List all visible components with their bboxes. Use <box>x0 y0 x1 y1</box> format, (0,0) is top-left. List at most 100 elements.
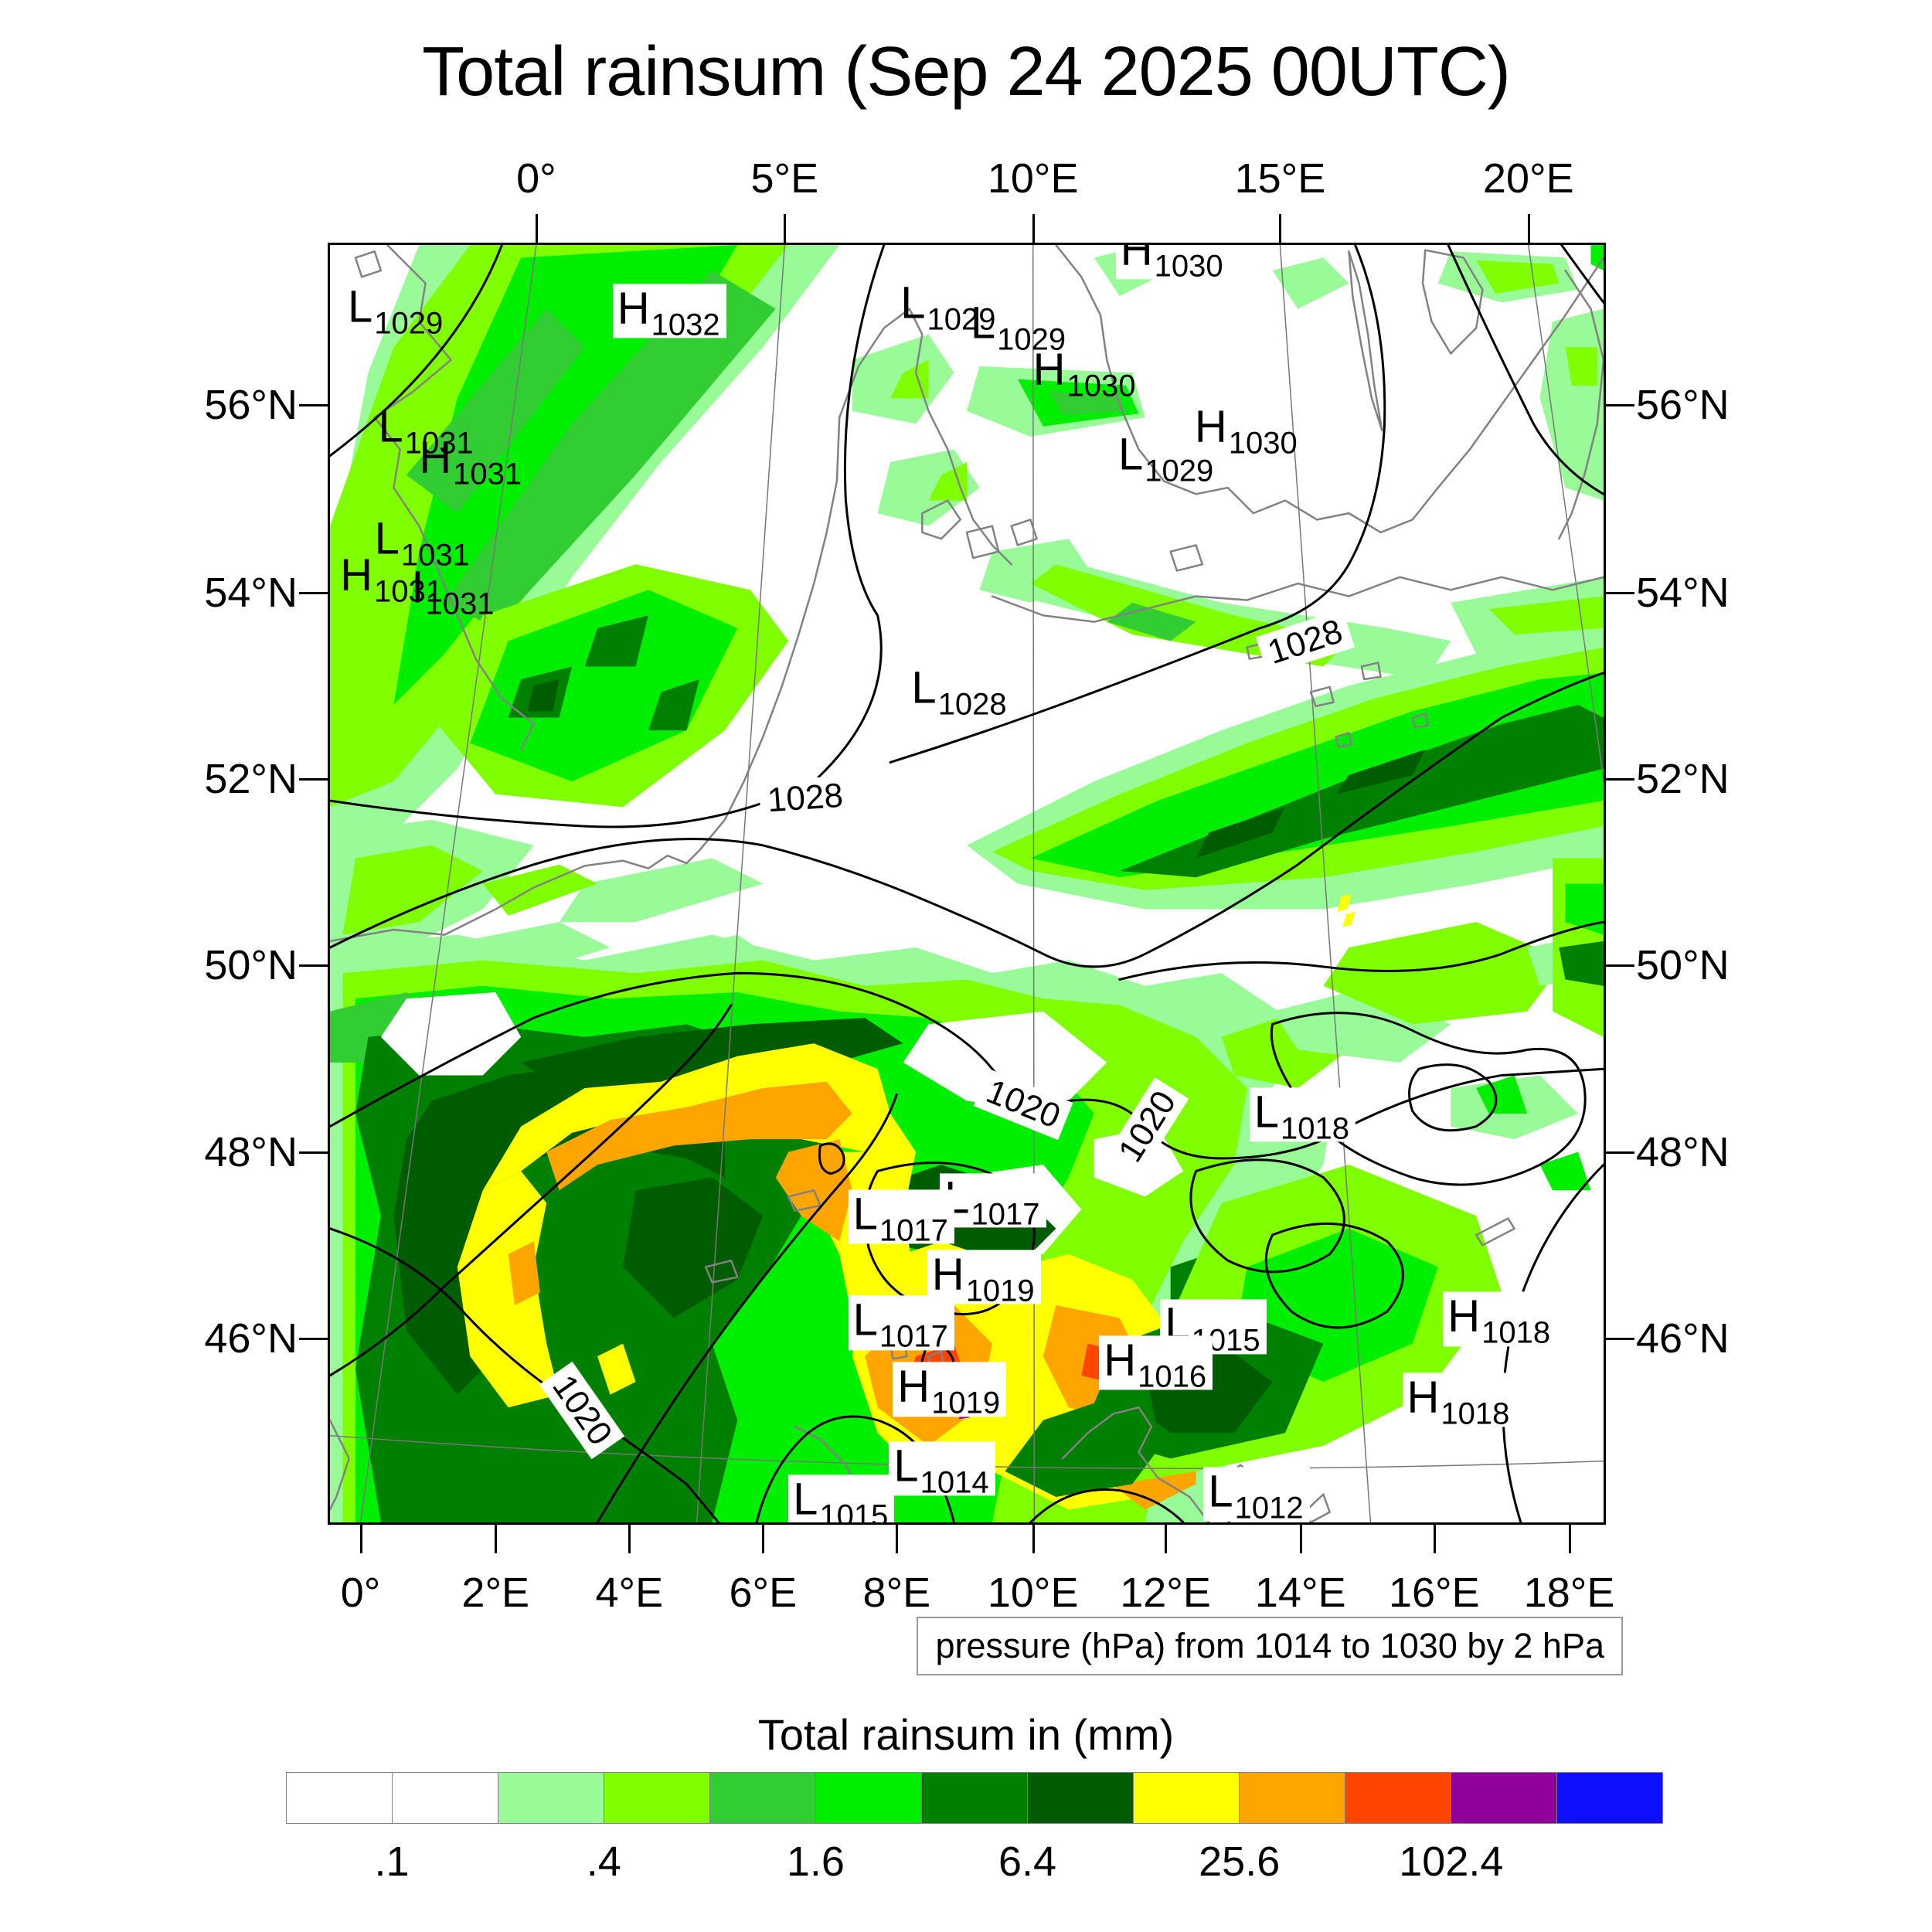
pressure-center-letter: H <box>340 549 372 600</box>
colorbar-cell <box>286 1772 393 1824</box>
axis-label-right: 52°N <box>1636 755 1730 802</box>
axis-tick-right <box>1605 777 1634 781</box>
pressure-contour-path <box>1266 1223 1403 1328</box>
pressure-contour-path <box>330 973 1604 1158</box>
coastline-path <box>922 501 960 539</box>
pressure-center-label: L1015 <box>788 1475 895 1525</box>
axis-label-bottom: 18°E <box>1523 1570 1615 1616</box>
pressure-center-value: 1018 <box>1281 1111 1349 1146</box>
pressure-center-value: 1031 <box>400 538 470 573</box>
pressure-contour-path <box>1191 1160 1345 1272</box>
pressure-contour-path <box>819 1144 844 1174</box>
map-panel: 1028 1028 1020 1020 1020 L1029 H1032 L1031 H1031… <box>328 243 1606 1525</box>
axis-label-left: 54°N <box>204 569 298 616</box>
pressure-center-value: 1029 <box>927 301 996 336</box>
pressure-center-letter: I <box>411 562 424 613</box>
axis-tick-left <box>299 964 328 968</box>
rain-patch <box>546 1081 852 1191</box>
rain-patch <box>928 462 967 501</box>
pressure-contour-path <box>330 245 884 827</box>
coastline-path <box>1476 1219 1514 1246</box>
pressure-center-letter: L <box>852 1294 878 1345</box>
pressure-center-label: H1018 <box>1402 1372 1516 1429</box>
pressure-center-label: L1018 <box>1249 1087 1355 1144</box>
coastline-path <box>1056 245 1604 532</box>
axis-tick-right <box>1605 964 1634 968</box>
pressure-center-label: L1029 <box>900 280 995 335</box>
pressure-center-value: 1031 <box>425 587 495 621</box>
axis-tick-top <box>535 214 538 243</box>
pressure-center-value: 1019 <box>965 1274 1035 1308</box>
pressure-center-value: 1017 <box>971 1197 1040 1232</box>
rain-patch <box>482 864 598 916</box>
rain-patch <box>1196 807 1285 859</box>
colorbar-tick-label: 25.6 <box>1199 1838 1281 1885</box>
rain-patch <box>1272 257 1349 309</box>
rain-patch <box>457 1171 560 1408</box>
pressure-center-label: L1031 <box>379 404 474 459</box>
rain-patch <box>1342 911 1355 927</box>
pressure-center-letter: H <box>1406 1372 1440 1423</box>
pressure-center-label: L1031 <box>375 516 470 571</box>
axis-tick-right <box>1605 403 1634 406</box>
pressure-center-label: H1031 <box>419 435 522 490</box>
coastline-path <box>330 309 1012 941</box>
pressure-center-value: 1017 <box>879 1213 948 1248</box>
axis-tick-bottom <box>628 1524 631 1553</box>
pressure-center-letter: L <box>1208 1466 1233 1517</box>
pressure-center-label: I1031 <box>411 565 494 620</box>
rain-patch <box>1323 922 1566 1025</box>
axis-tick-top <box>1527 214 1530 243</box>
axis-label-bottom: 14°E <box>1254 1570 1346 1616</box>
pressure-center-value: 1018 <box>1481 1315 1551 1350</box>
colorbar-tick-label: .1 <box>374 1838 410 1885</box>
graticule-meridian <box>1033 245 1035 1522</box>
axis-tick-bottom <box>1568 1524 1571 1553</box>
pressure-center-letter: H <box>1194 401 1227 452</box>
pressure-center-letter: H <box>617 283 650 334</box>
rain-patch <box>380 992 522 1076</box>
colorbar-cell <box>1028 1772 1134 1824</box>
pressure-center-value: 1015 <box>819 1498 889 1525</box>
colorbar-cell <box>604 1772 710 1824</box>
coastline-path <box>1362 663 1381 679</box>
axis-tick-bottom <box>495 1524 498 1553</box>
pressure-center-value: 1016 <box>1138 1359 1207 1394</box>
pressure-contour-path <box>330 245 502 456</box>
colorbar-tick-label: 1.6 <box>786 1838 845 1885</box>
pressure-center-value: 1032 <box>651 308 720 342</box>
pressure-center-letter: L <box>378 401 403 452</box>
pressure-center-value: 1028 <box>937 687 1007 722</box>
axis-tick-bottom <box>762 1524 765 1553</box>
rain-patch <box>903 1011 1107 1114</box>
rain-patch <box>342 845 483 935</box>
pressure-center-letter: L <box>374 513 400 564</box>
axis-tick-bottom <box>896 1524 899 1553</box>
coastline-path <box>1012 519 1037 545</box>
rain-patch <box>508 1241 540 1305</box>
map-svg <box>330 245 1604 1522</box>
pressure-center-value: 1029 <box>374 305 444 340</box>
colorbar-tick-label: .4 <box>586 1838 621 1885</box>
pressure-contour-path <box>597 1094 896 1522</box>
coastline-path <box>706 1260 737 1282</box>
rain-patch <box>1337 893 1352 912</box>
coastline-path <box>967 526 998 558</box>
axis-label-top: 10°E <box>987 155 1079 202</box>
colorbar-cell <box>1240 1772 1345 1824</box>
pressure-center-label: H1016 <box>1099 1335 1213 1392</box>
rain-patch <box>1476 260 1560 294</box>
pressure-center-value: 1030 <box>1066 368 1136 403</box>
pressure-center-label: L1029 <box>348 284 443 338</box>
axis-tick-left <box>299 1337 328 1340</box>
pressure-center-letter: H <box>931 1249 964 1300</box>
coastline-path <box>330 1420 349 1510</box>
pressure-center-label: H1030 <box>1115 245 1230 282</box>
axis-label-top: 5°E <box>750 155 819 202</box>
pressure-center-label: H1019 <box>893 1362 1007 1419</box>
pressure-center-label: L1029 <box>1118 432 1213 487</box>
coastline-path <box>1349 251 1382 430</box>
axis-tick-bottom <box>1433 1524 1436 1553</box>
axis-label-top: 15°E <box>1234 155 1326 202</box>
rain-patch <box>1335 749 1426 794</box>
